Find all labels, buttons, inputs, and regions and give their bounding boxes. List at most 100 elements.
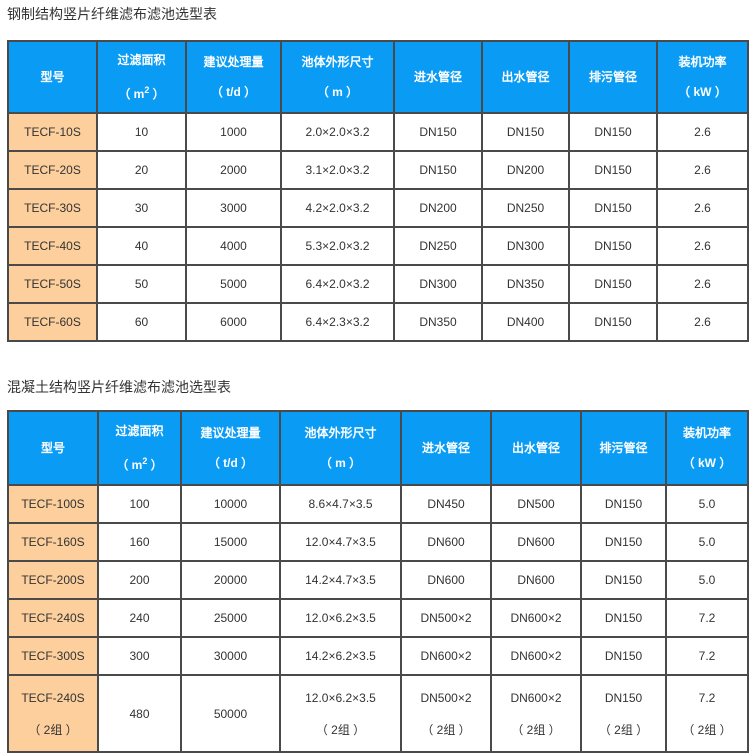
unit-text: （ kW ） [678,85,727,99]
cell-capacity: 25000 [180,598,281,638]
header-row: 型号 过滤面积 （ m2 ） 建议处理量 （ t/d ） 池体外形尺寸 （ m ） 进水管径 出… [7,40,749,114]
table-row: TECF-20S 20 2000 3.1×2.0×3.2 DN150 DN200 DN150… [7,150,749,190]
cell-drain: DN150 [568,112,658,152]
unit-text: （ m ） [319,456,362,470]
cell-value: 50000 [213,706,248,721]
header-label: 池体外形尺寸 [301,55,374,69]
cell-drain: DN150 [580,636,667,676]
header-unit: （ kW ） [658,77,747,107]
table-row: TECF-200S 200 20000 14.2×4.7×3.5 DN600 DN600 D… [7,560,749,600]
cell-power: 2.6 [656,264,749,304]
cell-area: 50 [96,264,187,304]
cell-outlet: DN600×2 [490,598,582,638]
table-row: TECF-160S 160 15000 12.0×4.7×3.5 DN600 DN600 D… [7,522,749,562]
cell-outlet: DN600×2 （ 2组 ） [490,674,582,753]
cell-size: 12.0×6.2×3.5 （ 2组 ） [279,674,402,753]
cell-capacity: 15000 [180,522,281,562]
cell-model: TECF-240S （ 2组 ） [7,674,99,753]
cell-capacity: 6000 [185,302,282,342]
cell-value: 7.2 [698,690,716,705]
unit-text: ） [149,87,165,101]
cell-size: 2.0×2.0×3.2 [280,112,395,152]
steel-selection-table: 型号 过滤面积 （ m2 ） 建议处理量 （ t/d ） 池体外形尺寸 （ m ） 进水管径 出… [7,40,749,342]
cell-area: 160 [97,522,182,562]
cell-inlet: DN150 [393,150,483,190]
cell-model: TECF-240S [7,598,99,638]
cell-outlet: DN400 [481,302,570,342]
table-row: TECF-30S 30 3000 4.2×2.0×3.2 DN200 DN250 DN150… [7,188,749,228]
cell-model: TECF-300S [7,636,99,676]
cell-value: DN150 [604,690,643,705]
header-unit: （ m ） [281,448,400,478]
header-drain: 排污管径 [580,410,667,486]
cell-power: 2.6 [656,112,749,152]
cell-drain: DN150 [580,598,667,638]
unit-text: （ t/d ） [207,456,254,470]
cell-power: 5.0 [665,560,749,600]
group-note: （ 2组 ） [682,722,732,737]
cell-model: TECF-30S [7,188,98,228]
cell-inlet: DN200 [393,188,483,228]
cell-area: 60 [96,302,187,342]
group-note: （ 2组 ） [511,722,561,737]
cell-outlet: DN600 [490,560,582,600]
cell-drain: DN150 （ 2组 ） [580,674,667,753]
cell-size: 4.2×2.0×3.2 [280,188,395,228]
cell-area: 300 [97,636,182,676]
unit-text: ） [147,458,163,472]
cell-model: TECF-100S [7,484,99,524]
cell-size: 6.4×2.3×3.2 [280,302,395,342]
table-row: TECF-240S （ 2组 ） 480 50000 12.0×6.2×3.5 （ 2组 … [7,674,749,753]
table-row: TECF-100S 100 10000 8.6×4.7×3.5 DN450 DN500 DN… [7,484,749,524]
header-model: 型号 [7,410,99,486]
header-row: 型号 过滤面积 （ m2 ） 建议处理量 （ t/d ） 池体外形尺寸 （ m ） 进水管径 出… [7,410,749,486]
cell-area: 480 [97,674,182,753]
header-label: 排污管径 [599,441,648,455]
cell-power: 2.6 [656,302,749,342]
table-row: TECF-240S 240 25000 12.0×6.2×3.5 DN500×2 DN60… [7,598,749,638]
group-note: （ 2组 ） [28,722,78,737]
header-inlet: 进水管径 [400,410,492,486]
header-unit: （ t/d ） [187,77,280,107]
cell-inlet: DN600 [400,522,492,562]
unit-text: （ m ） [316,85,359,99]
header-label: 型号 [40,441,65,455]
cell-power: 7.2 [665,598,749,638]
cell-drain: DN150 [568,226,658,266]
cell-power: 7.2 [665,636,749,676]
header-label: 建议处理量 [203,55,264,69]
unit-superscript: 2 [142,456,148,466]
cell-model: TECF-50S [7,264,98,304]
header-label: 建议处理量 [200,426,261,440]
cell-outlet: DN150 [481,112,570,152]
group-note: （ 2组 ） [598,722,649,737]
cell-inlet: DN300 [393,264,483,304]
cell-size: 5.3×2.0×3.2 [280,226,395,266]
header-capacity: 建议处理量 （ t/d ） [180,410,281,486]
header-area: 过滤面积 （ m2 ） [97,410,182,486]
cell-inlet: DN250 [393,226,483,266]
unit-text: （ m [116,458,143,472]
cell-drain: DN150 [568,302,658,342]
cell-capacity: 1000 [185,112,282,152]
cell-drain: DN150 [580,484,667,524]
header-outlet: 出水管径 [490,410,582,486]
cell-capacity: 50000 [180,674,281,753]
cell-size: 3.1×2.0×3.2 [280,150,395,190]
cell-model: TECF-40S [7,226,98,266]
cell-size: 6.4×2.0×3.2 [280,264,395,304]
header-unit: （ m2 ） [98,75,185,109]
cell-outlet: DN500 [490,484,582,524]
header-capacity: 建议处理量 （ t/d ） [185,40,282,114]
header-size: 池体外形尺寸 （ m ） [280,40,395,114]
concrete-selection-table: 型号 过滤面积 （ m2 ） 建议处理量 （ t/d ） 池体外形尺寸 （ m ） 进水管径 出… [7,410,749,753]
cell-model: TECF-60S [7,302,98,342]
header-label: 型号 [40,70,65,84]
cell-capacity: 3000 [185,188,282,228]
cell-capacity: 20000 [180,560,281,600]
header-unit: （ t/d ） [182,448,279,478]
table-row: TECF-60S 60 6000 6.4×2.3×3.2 DN350 DN400 DN150… [7,302,749,342]
cell-outlet: DN600 [490,522,582,562]
cell-size: 12.0×6.2×3.5 [279,598,402,638]
cell-area: 100 [97,484,182,524]
